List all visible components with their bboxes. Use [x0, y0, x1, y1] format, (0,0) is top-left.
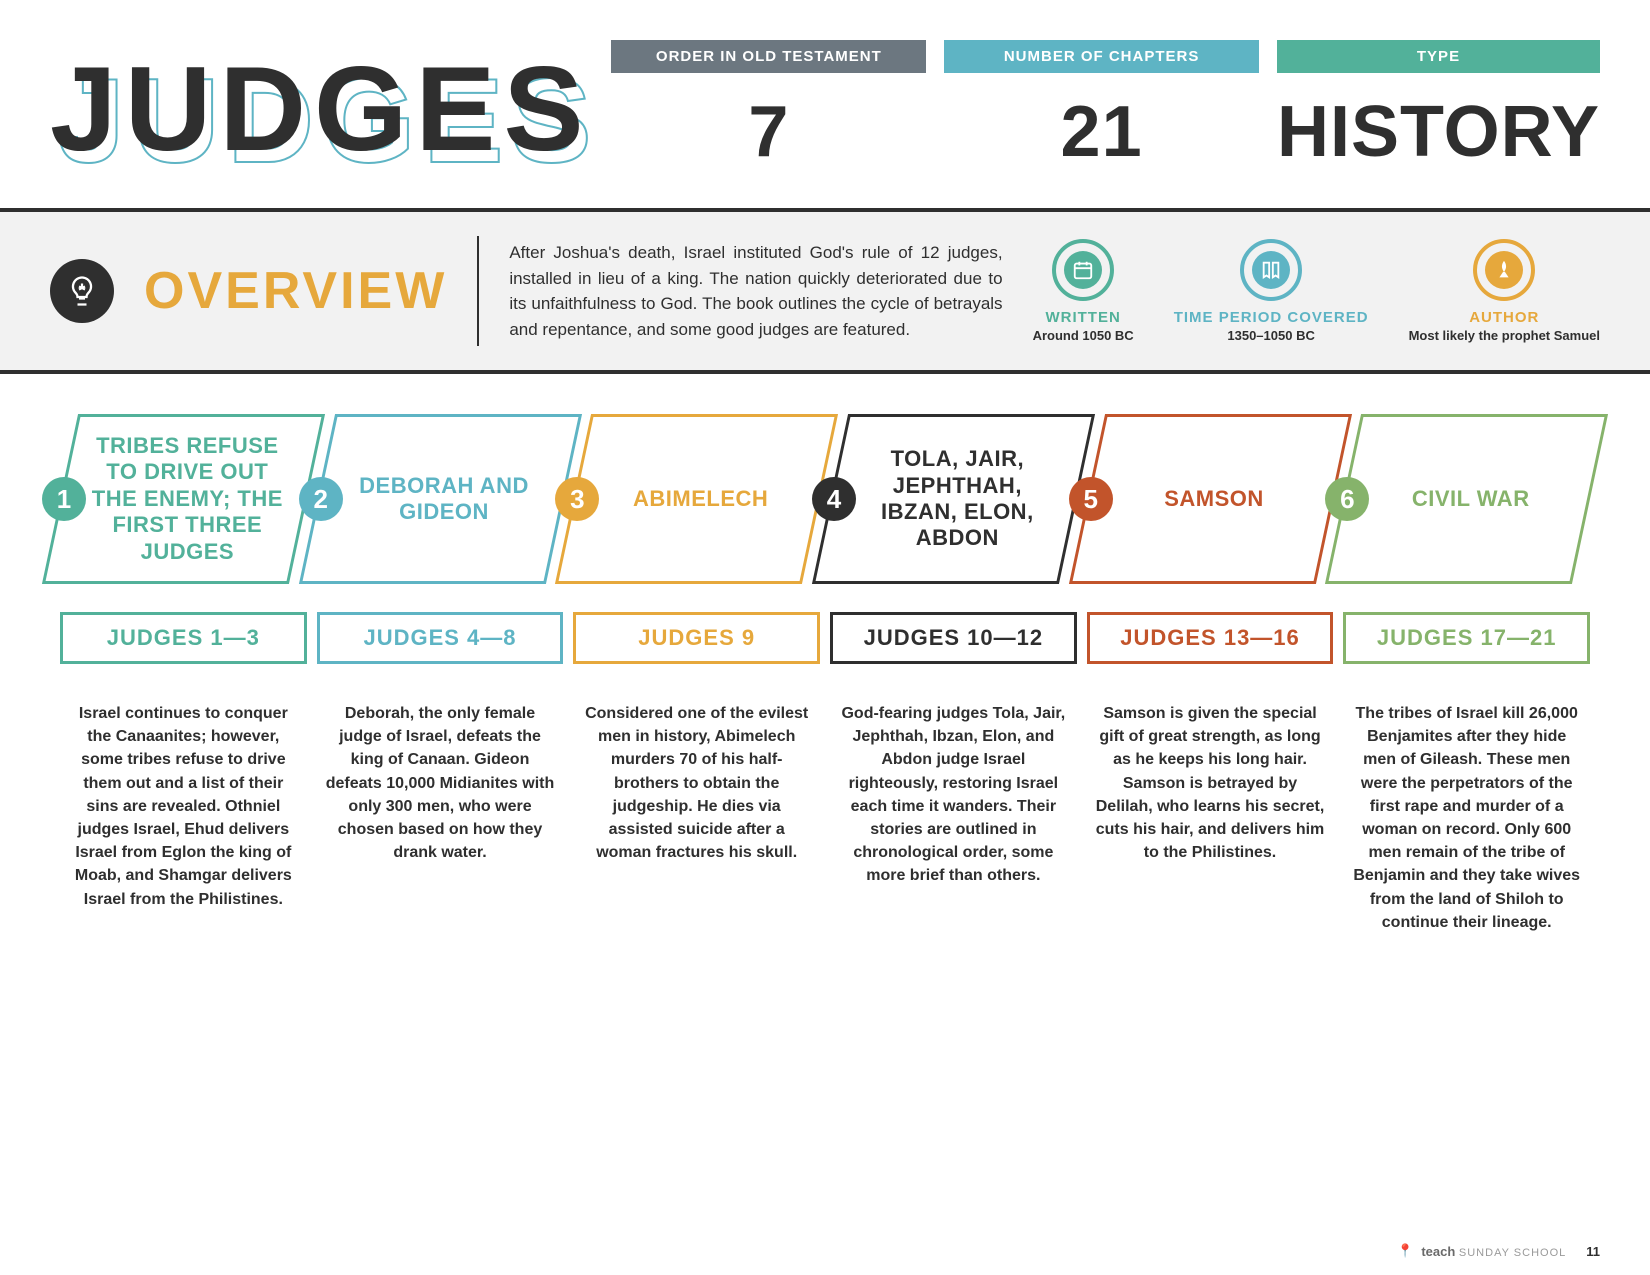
section-title: TOLA, JAIR, JEPHTHAH, IBZAN, ELON, ABDON: [830, 446, 1077, 552]
stat-label: NUMBER OF CHAPTERS: [944, 40, 1259, 73]
section-header: 1 TRIBES REFUSE TO DRIVE OUT THE ENEMY; …: [60, 414, 307, 584]
quill-icon: [1473, 239, 1535, 301]
section: 5 SAMSON JUDGES 13—16 Samson is given th…: [1087, 414, 1334, 934]
stat-label: TYPE: [1277, 40, 1600, 73]
meta-item: WRITTEN Around 1050 BC: [1033, 239, 1134, 343]
section: 3 ABIMELECH JUDGES 9 Considered one of t…: [573, 414, 820, 934]
section-number: 4: [812, 477, 856, 521]
section-title: ABIMELECH: [605, 486, 788, 512]
stat-box: ORDER IN OLD TESTAMENT 7: [611, 40, 926, 173]
overview-band: OVERVIEW After Joshua's death, Israel in…: [0, 208, 1650, 374]
calendar-icon: [1052, 239, 1114, 301]
stat-label: ORDER IN OLD TESTAMENT: [611, 40, 926, 73]
stat-box: NUMBER OF CHAPTERS 21: [944, 40, 1259, 173]
section-range: JUDGES 4—8: [317, 612, 564, 664]
overview-heading: OVERVIEW: [144, 261, 447, 321]
brand-light: SUNDAY SCHOOL: [1459, 1247, 1566, 1259]
section-header: 2 DEBORAH AND GIDEON: [317, 414, 564, 584]
sections-grid: 1 TRIBES REFUSE TO DRIVE OUT THE ENEMY; …: [50, 414, 1600, 934]
meta-label: AUTHOR: [1409, 309, 1600, 326]
meta-value: 1350–1050 BC: [1174, 328, 1369, 343]
section-header: 3 ABIMELECH: [573, 414, 820, 584]
section-number: 6: [1325, 477, 1369, 521]
section-description: Deborah, the only female judge of Israel…: [317, 702, 564, 864]
scroll-icon: [1240, 239, 1302, 301]
stats-group: ORDER IN OLD TESTAMENT 7 NUMBER OF CHAPT…: [611, 40, 1600, 173]
section-number: 2: [299, 477, 343, 521]
section-title: TRIBES REFUSE TO DRIVE OUT THE ENEMY; TH…: [60, 433, 307, 565]
meta-item: AUTHOR Most likely the prophet Samuel: [1409, 239, 1600, 343]
section-title: DEBORAH AND GIDEON: [317, 473, 564, 526]
section-description: Samson is given the special gift of grea…: [1087, 702, 1334, 864]
section-range: JUDGES 10—12: [830, 612, 1077, 664]
section-description: The tribes of Israel kill 26,000 Benjami…: [1343, 702, 1590, 934]
lightbulb-icon: [50, 259, 114, 323]
section: 4 TOLA, JAIR, JEPHTHAH, IBZAN, ELON, ABD…: [830, 414, 1077, 934]
meta-label: WRITTEN: [1033, 309, 1134, 326]
section-number: 3: [555, 477, 599, 521]
section-number: 1: [42, 477, 86, 521]
section: 1 TRIBES REFUSE TO DRIVE OUT THE ENEMY; …: [60, 414, 307, 934]
section-header: 4 TOLA, JAIR, JEPHTHAH, IBZAN, ELON, ABD…: [830, 414, 1077, 584]
brand-bold: teach: [1421, 1244, 1455, 1259]
meta-item: TIME PERIOD COVERED 1350–1050 BC: [1174, 239, 1369, 343]
section-range: JUDGES 17—21: [1343, 612, 1590, 664]
divider: [477, 236, 479, 346]
stat-value: HISTORY: [1277, 91, 1600, 173]
book-title: JUDGES JUDGES: [50, 40, 591, 178]
section-header: 5 SAMSON: [1087, 414, 1334, 584]
section-description: Considered one of the evilest men in his…: [573, 702, 820, 864]
page-number: 11: [1586, 1244, 1600, 1259]
section-title: SAMSON: [1136, 486, 1284, 512]
section-range: JUDGES 1—3: [60, 612, 307, 664]
section-header: 6 CIVIL WAR: [1343, 414, 1590, 584]
section: 6 CIVIL WAR JUDGES 17—21 The tribes of I…: [1343, 414, 1590, 934]
meta-group: WRITTEN Around 1050 BC TIME PERIOD COVER…: [1033, 239, 1600, 343]
section-description: God-fearing judges Tola, Jair, Jephthah,…: [830, 702, 1077, 888]
section-description: Israel continues to conquer the Canaanit…: [60, 702, 307, 911]
overview-text: After Joshua's death, Israel instituted …: [509, 240, 1002, 342]
title-main: JUDGES: [50, 40, 591, 178]
pin-icon: 📍: [1397, 1243, 1413, 1259]
section: 2 DEBORAH AND GIDEON JUDGES 4—8 Deborah,…: [317, 414, 564, 934]
stat-value: 7: [611, 91, 926, 173]
section-range: JUDGES 13—16: [1087, 612, 1334, 664]
section-title: CIVIL WAR: [1384, 486, 1550, 512]
meta-value: Around 1050 BC: [1033, 328, 1134, 343]
header-row: JUDGES JUDGES ORDER IN OLD TESTAMENT 7 N…: [50, 40, 1600, 178]
footer: 📍 teach SUNDAY SCHOOL 11: [1397, 1243, 1600, 1259]
stat-box: TYPE HISTORY: [1277, 40, 1600, 173]
stat-value: 21: [944, 91, 1259, 173]
meta-value: Most likely the prophet Samuel: [1409, 328, 1600, 343]
meta-label: TIME PERIOD COVERED: [1174, 309, 1369, 326]
section-number: 5: [1069, 477, 1113, 521]
section-range: JUDGES 9: [573, 612, 820, 664]
